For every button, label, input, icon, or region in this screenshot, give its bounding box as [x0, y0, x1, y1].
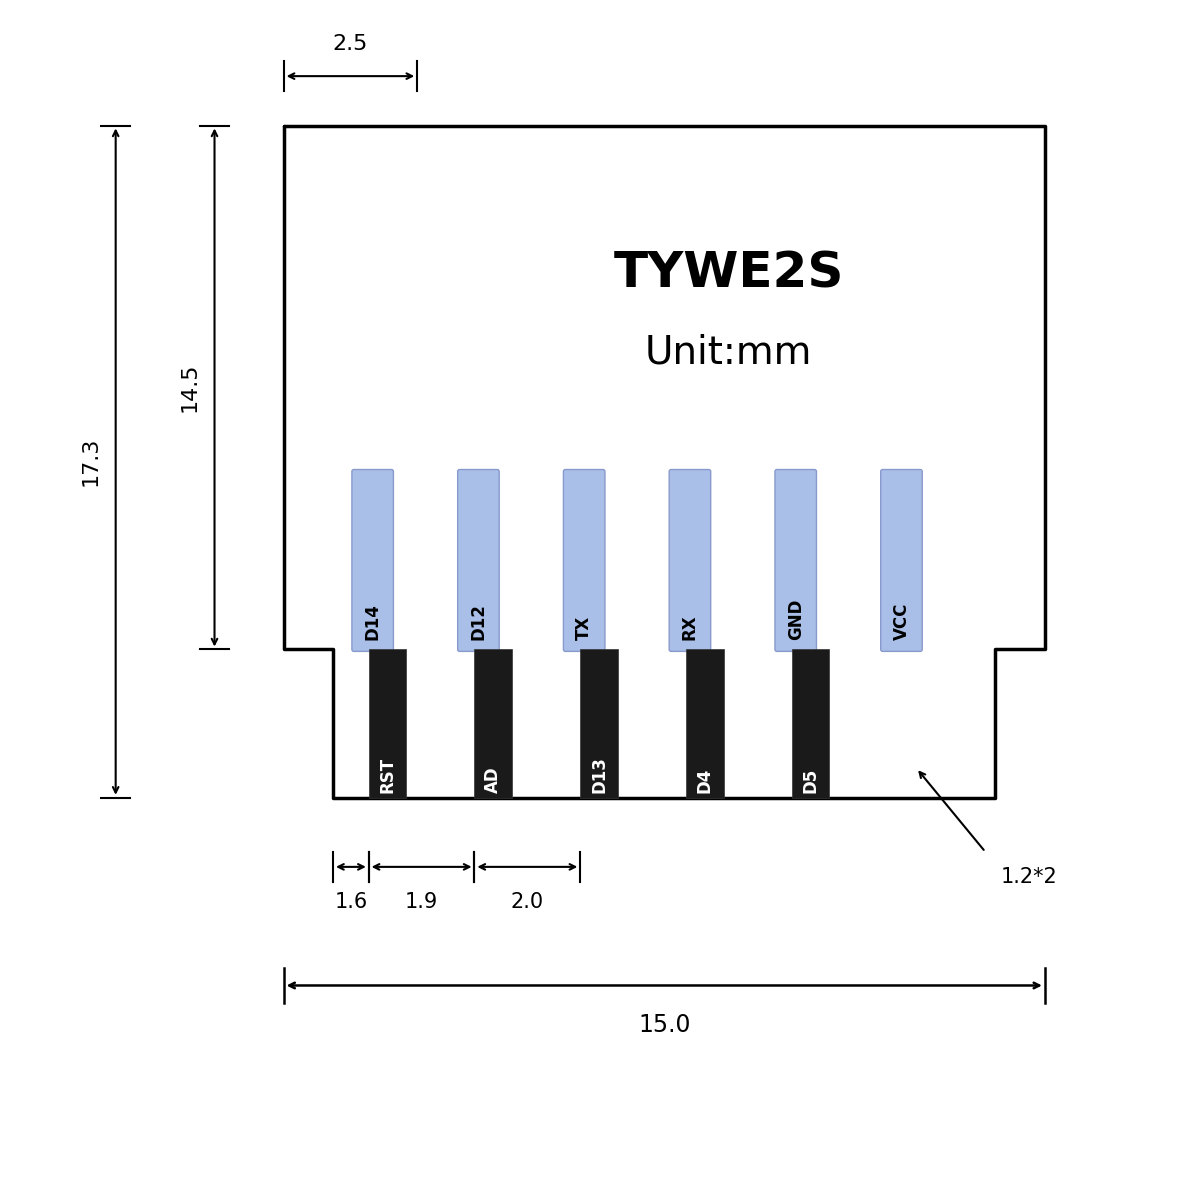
Text: 1.6: 1.6 [335, 892, 367, 912]
Text: TYWE2S: TYWE2S [613, 250, 844, 298]
Text: D4: D4 [696, 767, 714, 793]
Bar [368, 649, 407, 798]
Text: GND: GND [787, 598, 805, 640]
Text: TX: TX [575, 616, 593, 640]
Text: RST: RST [378, 757, 396, 793]
Text: 14.5: 14.5 [180, 362, 200, 413]
Text: VCC: VCC [893, 602, 911, 640]
FancyBboxPatch shape [881, 469, 923, 652]
Text: Unit:mm: Unit:mm [644, 334, 812, 372]
Text: RX: RX [680, 614, 698, 640]
Text: D13: D13 [590, 756, 608, 793]
Text: D5: D5 [802, 768, 820, 793]
FancyBboxPatch shape [670, 469, 710, 652]
Text: 1.2*2: 1.2*2 [1001, 866, 1057, 887]
Text: 15.0: 15.0 [638, 1013, 690, 1037]
Text: D12: D12 [469, 602, 487, 640]
Bar [686, 649, 724, 798]
Bar [581, 649, 618, 798]
Text: D14: D14 [364, 602, 382, 640]
Bar [792, 649, 829, 798]
FancyBboxPatch shape [457, 469, 499, 652]
Text: 2.5: 2.5 [332, 35, 368, 54]
Text: 1.9: 1.9 [404, 892, 438, 912]
FancyBboxPatch shape [352, 469, 394, 652]
Text: 17.3: 17.3 [80, 437, 101, 486]
FancyBboxPatch shape [775, 469, 816, 652]
FancyBboxPatch shape [564, 469, 605, 652]
Text: AD: AD [485, 766, 503, 793]
Text: 2.0: 2.0 [511, 892, 544, 912]
Bar [474, 649, 512, 798]
